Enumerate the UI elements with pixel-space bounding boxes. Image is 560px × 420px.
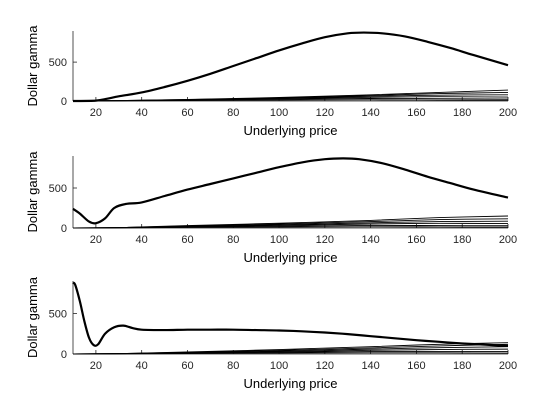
x-tick-label: 100: [270, 360, 288, 372]
x-axis-label: Underlying price: [244, 376, 338, 391]
x-tick-label: 120: [316, 360, 334, 372]
thin-series-line: [72, 99, 509, 102]
x-tick-label: 60: [181, 107, 193, 119]
panel-3: 20 40 60 80 100 120 140 160 180 200 0 500 Underlying…: [25, 276, 517, 391]
panel-1: 20 40 60 80 100 120 140 160 180 200 0 500 Underlying…: [25, 25, 517, 138]
x-tick-label: 160: [407, 234, 425, 246]
x-tick-label: 80: [227, 107, 239, 119]
x-tick-label: 100: [270, 234, 288, 246]
x-tick-label: 180: [453, 234, 471, 246]
x-tick-label: 160: [407, 360, 425, 372]
x-tick-label: 200: [499, 360, 517, 372]
y-tick-label: 0: [61, 349, 67, 361]
bold-series-line: [72, 31, 509, 103]
x-tick-label: 60: [181, 234, 193, 246]
x-tick-label: 100: [270, 107, 288, 119]
x-tick-label: 140: [361, 360, 379, 372]
x-tick-label: 20: [90, 360, 102, 372]
x-tick-label: 40: [136, 360, 148, 372]
x-tick-label: 160: [407, 107, 425, 119]
x-axis-label: Underlying price: [244, 250, 338, 265]
y-tick-label: 500: [49, 57, 67, 69]
x-tick-label: 180: [453, 360, 471, 372]
x-tick-label: 200: [499, 107, 517, 119]
y-tick-label: 500: [49, 308, 67, 320]
panel-2: 20 40 60 80 100 120 140 160 180 200 0 500 Underlying…: [25, 151, 517, 265]
y-tick-label: 0: [61, 223, 67, 235]
x-tick-label: 40: [136, 234, 148, 246]
x-tick-label: 40: [136, 107, 148, 119]
y-tick-label: 500: [49, 183, 67, 195]
x-tick-label: 180: [453, 107, 471, 119]
thin-series-line: [72, 352, 509, 355]
x-tick-label: 20: [90, 234, 102, 246]
y-tick-label: 0: [61, 96, 67, 108]
thin-series-line: [72, 226, 509, 229]
bold-series-line: [72, 157, 509, 225]
bold-series-line: [72, 281, 509, 347]
x-tick-label: 120: [316, 107, 334, 119]
x-tick-label: 80: [227, 360, 239, 372]
x-tick-label: 200: [499, 234, 517, 246]
x-tick-label: 20: [90, 107, 102, 119]
x-tick-label: 120: [316, 234, 334, 246]
x-tick-label: 60: [181, 360, 193, 372]
x-tick-label: 140: [361, 234, 379, 246]
x-axis-label: Underlying price: [244, 123, 338, 138]
x-tick-label: 80: [227, 234, 239, 246]
y-axis-label: Dollar gamma: [25, 151, 40, 233]
y-axis-label: Dollar gamma: [25, 276, 40, 358]
y-axis-label: Dollar gamma: [25, 25, 40, 107]
x-tick-label: 140: [361, 107, 379, 119]
